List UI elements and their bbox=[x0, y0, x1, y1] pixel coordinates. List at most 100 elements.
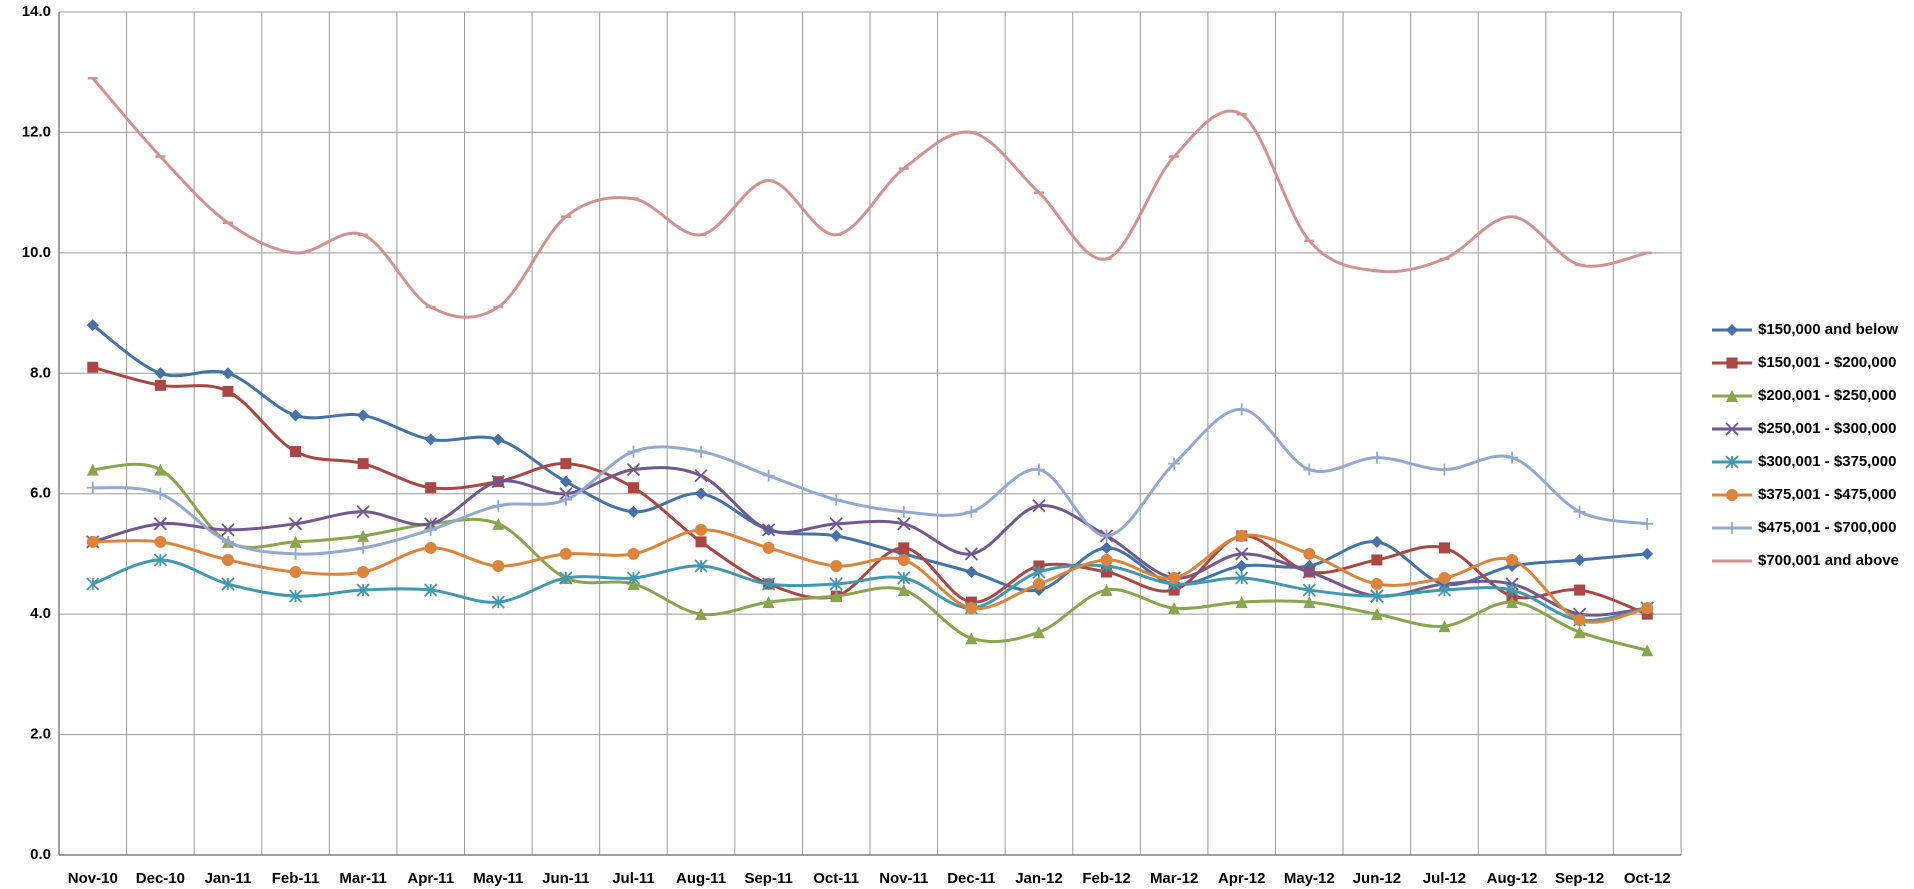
marker bbox=[1168, 602, 1181, 615]
marker bbox=[965, 632, 978, 645]
marker bbox=[1370, 578, 1383, 591]
x-tick-label: Oct-12 bbox=[1624, 870, 1671, 887]
marker bbox=[694, 469, 708, 483]
y-tick-label: 10.0 bbox=[22, 244, 51, 261]
marker bbox=[1370, 451, 1383, 464]
marker bbox=[1370, 535, 1383, 548]
series-line bbox=[91, 323, 1648, 593]
marker bbox=[1573, 626, 1586, 639]
marker bbox=[1438, 572, 1451, 585]
legend-label: $375,001 - $475,000 bbox=[1758, 486, 1896, 503]
marker bbox=[1641, 608, 1653, 620]
marker bbox=[965, 565, 978, 578]
x-tick-label: Jan-11 bbox=[205, 870, 252, 887]
marker bbox=[1438, 463, 1451, 476]
marker bbox=[1371, 554, 1383, 566]
marker bbox=[1032, 499, 1046, 513]
x-tick-label: Mar-12 bbox=[1150, 870, 1198, 887]
y-tick-label: 12.0 bbox=[22, 123, 51, 140]
marker bbox=[288, 517, 303, 531]
x-tick-label: Nov-11 bbox=[879, 870, 928, 887]
marker bbox=[1506, 590, 1518, 602]
marker bbox=[1506, 451, 1519, 464]
x-tick-label: Jul-11 bbox=[612, 870, 655, 887]
marker bbox=[830, 590, 843, 603]
marker bbox=[761, 577, 776, 591]
legend-label: $475,001 - $700,000 bbox=[1758, 519, 1896, 536]
y-tick-label: 2.0 bbox=[30, 726, 51, 743]
marker bbox=[424, 433, 437, 446]
marker bbox=[1726, 390, 1738, 402]
x-tick-label: Aug-12 bbox=[1487, 870, 1538, 887]
marker bbox=[221, 577, 235, 591]
marker bbox=[1100, 584, 1113, 597]
marker bbox=[761, 523, 776, 537]
x-tick-label: Dec-10 bbox=[136, 870, 185, 887]
y-tick-label: 6.0 bbox=[30, 485, 51, 502]
x-tick-label: Jan-12 bbox=[1015, 870, 1063, 887]
marker bbox=[1302, 565, 1316, 579]
marker bbox=[1168, 584, 1180, 596]
series-line bbox=[92, 558, 1648, 623]
marker bbox=[86, 463, 99, 476]
marker bbox=[289, 535, 302, 548]
marker bbox=[965, 602, 978, 615]
marker bbox=[695, 445, 708, 458]
legend-label: $250,001 - $300,000 bbox=[1758, 420, 1896, 437]
x-tick-label: Mar-11 bbox=[339, 870, 387, 887]
marker bbox=[559, 547, 572, 560]
marker bbox=[897, 505, 910, 518]
marker bbox=[289, 547, 302, 560]
x-tick-label: May-12 bbox=[1284, 870, 1335, 887]
x-tick-label: Apr-11 bbox=[407, 870, 454, 887]
y-tick-label: 8.0 bbox=[30, 364, 51, 381]
marker bbox=[559, 475, 572, 488]
x-tick-label: Dec-11 bbox=[947, 870, 995, 887]
marker bbox=[1303, 547, 1316, 560]
marker bbox=[695, 487, 708, 500]
x-tick-label: Jun-12 bbox=[1353, 870, 1401, 887]
legend-label: $150,000 and below bbox=[1758, 321, 1898, 338]
marker bbox=[87, 361, 99, 373]
marker bbox=[153, 553, 168, 567]
marker bbox=[830, 529, 843, 542]
x-tick-label: Sep-11 bbox=[744, 870, 792, 887]
marker bbox=[830, 493, 843, 506]
marker bbox=[897, 571, 911, 585]
marker bbox=[1235, 559, 1248, 572]
marker bbox=[357, 541, 370, 554]
marker bbox=[627, 445, 640, 458]
marker bbox=[1303, 463, 1316, 476]
marker bbox=[1438, 620, 1451, 633]
marker bbox=[626, 462, 641, 477]
marker bbox=[1370, 589, 1384, 603]
marker bbox=[1100, 541, 1113, 554]
marker bbox=[290, 446, 302, 458]
legend-label: $300,001 - $375,000 bbox=[1758, 453, 1896, 470]
marker bbox=[221, 535, 234, 548]
marker bbox=[1370, 608, 1383, 621]
marker bbox=[356, 505, 370, 519]
marker bbox=[1032, 463, 1045, 476]
marker bbox=[289, 565, 302, 578]
marker bbox=[153, 517, 168, 531]
marker bbox=[897, 553, 910, 566]
x-tick-label: Aug-11 bbox=[676, 870, 726, 887]
marker bbox=[492, 433, 505, 446]
marker bbox=[1506, 596, 1519, 609]
marker bbox=[86, 577, 100, 591]
marker bbox=[1726, 522, 1738, 534]
marker bbox=[357, 409, 370, 422]
marker bbox=[627, 482, 639, 494]
marker bbox=[1235, 529, 1248, 542]
marker bbox=[830, 559, 843, 572]
marker bbox=[965, 505, 978, 518]
marker bbox=[1641, 547, 1654, 560]
marker bbox=[1726, 489, 1738, 501]
marker bbox=[1726, 324, 1738, 336]
marker bbox=[492, 559, 505, 572]
marker bbox=[424, 541, 437, 554]
marker bbox=[965, 596, 977, 608]
marker bbox=[491, 475, 505, 489]
marker bbox=[694, 559, 708, 573]
